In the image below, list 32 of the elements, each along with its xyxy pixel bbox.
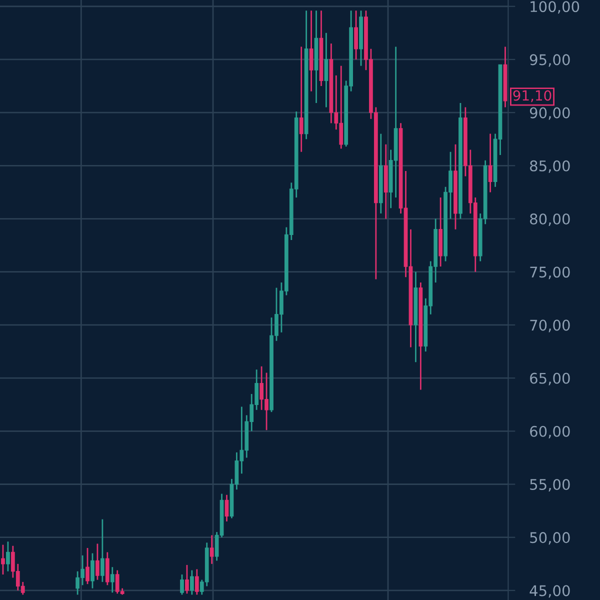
candlestick: [1, 544, 5, 576]
candlestick: [354, 10, 358, 60]
candlestick: [6, 540, 10, 572]
y-tick-label: 50,00: [530, 532, 570, 545]
candlestick: [86, 547, 90, 585]
candlestick: [194, 568, 199, 596]
y-tick-label: 95,00: [530, 54, 570, 67]
y-tick-label: 65,00: [530, 372, 570, 386]
y-tick-label: 90,00: [530, 107, 570, 120]
candlestick: [105, 552, 110, 586]
candlestick: [190, 570, 194, 596]
y-tick-label: 45,00: [530, 585, 570, 598]
candlestick: [210, 534, 214, 565]
candlestick: [100, 518, 104, 583]
candlestick: [96, 543, 100, 581]
candlestick: [299, 46, 304, 153]
candlestick: [185, 564, 189, 594]
y-tick-label: 60,00: [530, 426, 570, 438]
y-tick-label: 70,00: [530, 320, 570, 332]
candlestick: [324, 32, 328, 108]
candlestick: [110, 566, 114, 594]
candlestick: [488, 133, 492, 193]
candlestick: [309, 10, 314, 92]
y-tick-label: 80,00: [530, 213, 570, 226]
y-tick-label: 55,00: [530, 478, 570, 492]
candlestick: [90, 552, 94, 590]
y-tick-label: 75,00: [530, 266, 570, 280]
y-tick-label: 100,00: [530, 1, 580, 14]
text: 91,10: [513, 90, 552, 102]
candlestick: [224, 494, 229, 522]
y-tick-label: 85,00: [530, 160, 570, 173]
candlestick: [180, 574, 184, 596]
